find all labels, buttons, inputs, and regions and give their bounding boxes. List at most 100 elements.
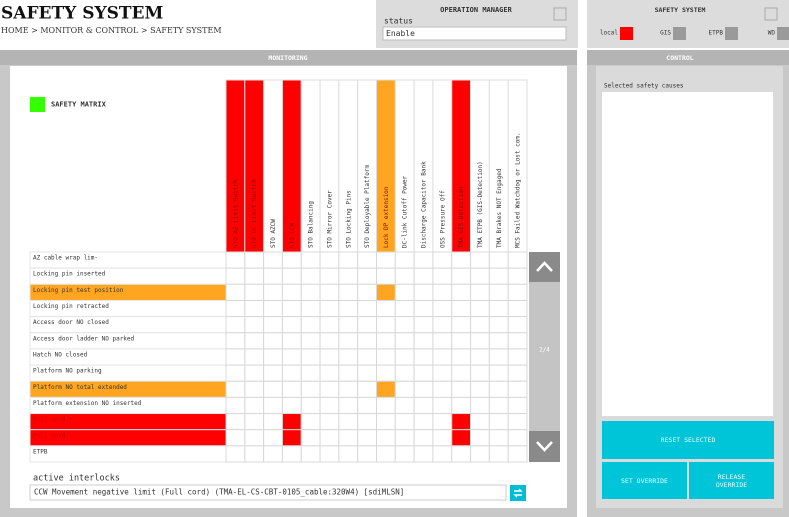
matrix-cell[interactable]: [225, 267, 246, 285]
matrix-cell[interactable]: [376, 396, 396, 415]
matrix-cell[interactable]: [432, 316, 453, 334]
matrix-cell[interactable]: [263, 332, 283, 350]
matrix-cell[interactable]: [376, 299, 396, 318]
matrix-cell[interactable]: [357, 445, 377, 463]
matrix-cell[interactable]: [376, 316, 396, 334]
matrix-cell[interactable]: [357, 251, 377, 269]
matrix-cell[interactable]: [432, 413, 453, 431]
matrix-cell[interactable]: [376, 364, 396, 382]
matrix-cell[interactable]: [263, 267, 283, 285]
matrix-cell[interactable]: [338, 299, 359, 318]
matrix-cell[interactable]: [338, 445, 359, 463]
reset-button[interactable]: [602, 421, 774, 459]
breadcrumb[interactable]: HOME > MONITOR & CONTROL > SAFETY SYSTEM: [1, 26, 222, 35]
matrix-cell[interactable]: [432, 348, 453, 366]
matrix-cell[interactable]: [413, 251, 434, 269]
matrix-cell[interactable]: [319, 251, 340, 269]
matrix-cell[interactable]: [338, 396, 359, 415]
matrix-cell[interactable]: [357, 364, 377, 382]
refresh-button[interactable]: [510, 485, 526, 501]
matrix-cell[interactable]: [300, 267, 321, 285]
matrix-cell[interactable]: [281, 332, 302, 350]
matrix-cell[interactable]: [300, 396, 321, 415]
matrix-cell[interactable]: [338, 267, 359, 285]
matrix-cell[interactable]: [244, 396, 265, 415]
matrix-cell[interactable]: [357, 283, 377, 301]
matrix-cell[interactable]: [244, 251, 265, 269]
matrix-cell[interactable]: [338, 332, 359, 350]
matrix-cell[interactable]: [319, 364, 340, 382]
matrix-cell[interactable]: [338, 316, 359, 334]
matrix-cell[interactable]: [488, 348, 509, 366]
matrix-cell[interactable]: [432, 299, 453, 318]
matrix-cell[interactable]: [281, 429, 302, 447]
matrix-cell[interactable]: [432, 283, 453, 301]
matrix-cell[interactable]: [394, 283, 415, 301]
matrix-cell[interactable]: [413, 364, 434, 382]
matrix-cell[interactable]: [263, 396, 283, 415]
matrix-cell[interactable]: [263, 316, 283, 334]
matrix-cell[interactable]: [281, 396, 302, 415]
matrix-cell[interactable]: [225, 396, 246, 415]
matrix-cell[interactable]: [413, 299, 434, 318]
matrix-cell[interactable]: [394, 413, 415, 431]
matrix-cell[interactable]: [319, 283, 340, 301]
matrix-cell[interactable]: [413, 413, 434, 431]
matrix-cell[interactable]: [394, 299, 415, 318]
matrix-cell[interactable]: [488, 445, 509, 463]
matrix-cell[interactable]: [507, 413, 528, 431]
matrix-cell[interactable]: [300, 283, 321, 301]
matrix-cell[interactable]: [263, 251, 283, 269]
matrix-cell[interactable]: [281, 445, 302, 463]
matrix-cell[interactable]: [244, 332, 265, 350]
matrix-cell[interactable]: [413, 283, 434, 301]
matrix-cell[interactable]: [263, 348, 283, 366]
matrix-cell[interactable]: [244, 348, 265, 366]
matrix-cell[interactable]: [470, 445, 490, 463]
matrix-cell[interactable]: [263, 283, 283, 301]
matrix-cell[interactable]: [281, 364, 302, 382]
matrix-cell[interactable]: [225, 251, 246, 269]
matrix-cell[interactable]: [357, 429, 377, 447]
matrix-cell[interactable]: [300, 429, 321, 447]
matrix-cell[interactable]: [470, 251, 490, 269]
matrix-cell[interactable]: [488, 283, 509, 301]
matrix-cell[interactable]: [338, 364, 359, 382]
matrix-cell[interactable]: [300, 380, 321, 398]
matrix-cell[interactable]: [451, 445, 472, 463]
matrix-cell[interactable]: [507, 380, 528, 398]
matrix-cell[interactable]: [451, 299, 472, 318]
scroll-down[interactable]: [529, 431, 560, 462]
matrix-cell[interactable]: [470, 332, 490, 350]
matrix-cell[interactable]: [432, 445, 453, 463]
matrix-cell[interactable]: [394, 348, 415, 366]
matrix-cell[interactable]: [376, 445, 396, 463]
operation-icon[interactable]: [553, 7, 567, 21]
matrix-cell[interactable]: [507, 316, 528, 334]
matrix-cell[interactable]: [225, 283, 246, 301]
matrix-cell[interactable]: [338, 380, 359, 398]
matrix-cell[interactable]: [357, 332, 377, 350]
matrix-cell[interactable]: [451, 283, 472, 301]
release-override-button[interactable]: [689, 462, 774, 499]
matrix-cell[interactable]: [376, 267, 396, 285]
matrix-cell[interactable]: [319, 429, 340, 447]
matrix-cell[interactable]: [338, 348, 359, 366]
matrix-cell[interactable]: [263, 364, 283, 382]
matrix-cell[interactable]: [376, 429, 396, 447]
matrix-cell[interactable]: [451, 267, 472, 285]
matrix-cell[interactable]: [507, 429, 528, 447]
matrix-cell[interactable]: [432, 364, 453, 382]
matrix-cell[interactable]: [225, 299, 246, 318]
matrix-cell[interactable]: [357, 267, 377, 285]
matrix-cell[interactable]: [470, 396, 490, 415]
matrix-cell[interactable]: [507, 283, 528, 301]
matrix-cell[interactable]: [263, 429, 283, 447]
matrix-cell[interactable]: [470, 364, 490, 382]
matrix-cell[interactable]: [357, 299, 377, 318]
matrix-cell[interactable]: [225, 364, 246, 382]
matrix-cell[interactable]: [300, 299, 321, 318]
matrix-cell[interactable]: [300, 364, 321, 382]
matrix-cell[interactable]: [281, 251, 302, 269]
matrix-cell[interactable]: [488, 364, 509, 382]
